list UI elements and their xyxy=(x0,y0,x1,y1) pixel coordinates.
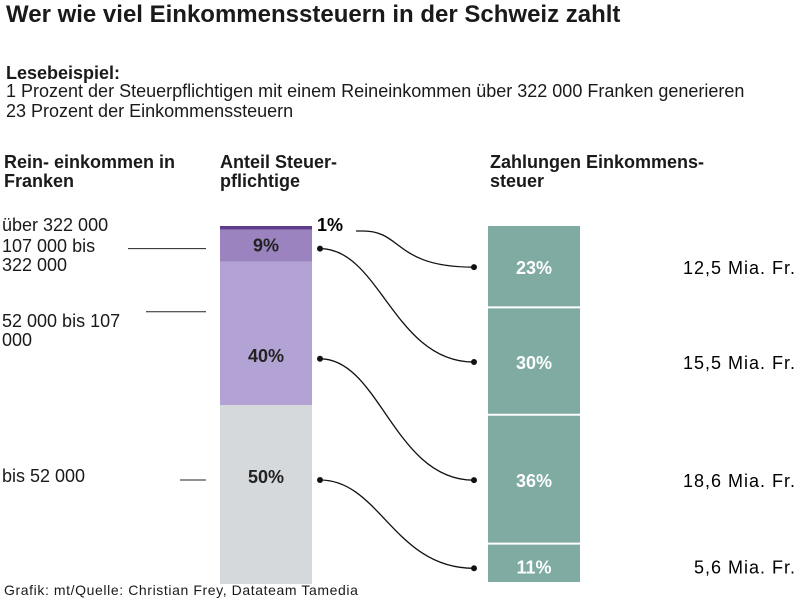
connector-end-dot xyxy=(471,264,477,271)
payments-label-top: 23% xyxy=(516,258,552,278)
reading-example-heading: Lesebeispiel: xyxy=(6,63,121,83)
connector-start-dot xyxy=(317,355,323,362)
payments-label-middle: 36% xyxy=(516,471,552,491)
taxpayers-bar-upper xyxy=(220,229,312,262)
category-label-lower: bis 52 000 xyxy=(2,466,86,486)
taxpayers-label-lower: 50% xyxy=(248,467,284,487)
connector-end-dot xyxy=(471,477,477,484)
payments-bar-middle xyxy=(488,415,580,543)
connector-end-dot xyxy=(471,359,477,366)
payments-bar-lower xyxy=(488,544,580,582)
connector-line-upper xyxy=(319,247,475,363)
payments-bar-top xyxy=(488,226,580,307)
connector-start-dot xyxy=(317,245,323,252)
payments-label-upper: 30% xyxy=(516,353,552,373)
connector-start-dot xyxy=(317,477,323,483)
payments-column-header: Zahlungen Einkommens- steuer xyxy=(490,152,705,191)
connector-line-lower xyxy=(319,479,475,569)
payments-amount-upper: 15,5 Mia. Fr. xyxy=(683,353,796,373)
payments-bar-upper xyxy=(488,308,580,414)
category-label-upper: 107 000 bis 322 000 xyxy=(2,236,96,275)
connector-line-middle xyxy=(319,358,475,481)
payments-amount-top: 12,5 Mia. Fr. xyxy=(683,258,796,278)
category-label-middle: 52 000 bis 107 000 xyxy=(2,311,121,350)
taxpayers-bar-middle xyxy=(220,261,312,405)
connector-line-top xyxy=(356,230,475,268)
reading-example-text: 1 Prozent der Steuerpflichtigen mit eine… xyxy=(6,81,745,121)
taxpayers-bar-top xyxy=(220,226,312,230)
chart-title: Wer wie viel Einkommenssteuern in der Sc… xyxy=(6,1,621,28)
payments-amount-middle: 18,6 Mia. Fr. xyxy=(683,471,796,491)
taxpayers-bar-lower xyxy=(220,405,312,584)
payments-label-lower: 11% xyxy=(516,557,551,577)
source-footer: Grafik: mt/Quelle: Christian Frey, Datat… xyxy=(4,582,359,598)
connector-end-dot xyxy=(471,565,477,572)
taxpayers-label-top: 1% xyxy=(317,215,343,235)
taxpayers-label-middle: 40% xyxy=(248,346,284,366)
taxpayers-label-upper: 9% xyxy=(253,236,279,256)
payments-amount-lower: 5,6 Mia. Fr. xyxy=(694,557,796,577)
income-column-header: Rein- einkommen in Franken xyxy=(4,152,176,191)
taxpayers-column-header: Anteil Steuer- pflichtige xyxy=(220,152,338,191)
category-label-top: über 322 000 xyxy=(2,215,109,235)
